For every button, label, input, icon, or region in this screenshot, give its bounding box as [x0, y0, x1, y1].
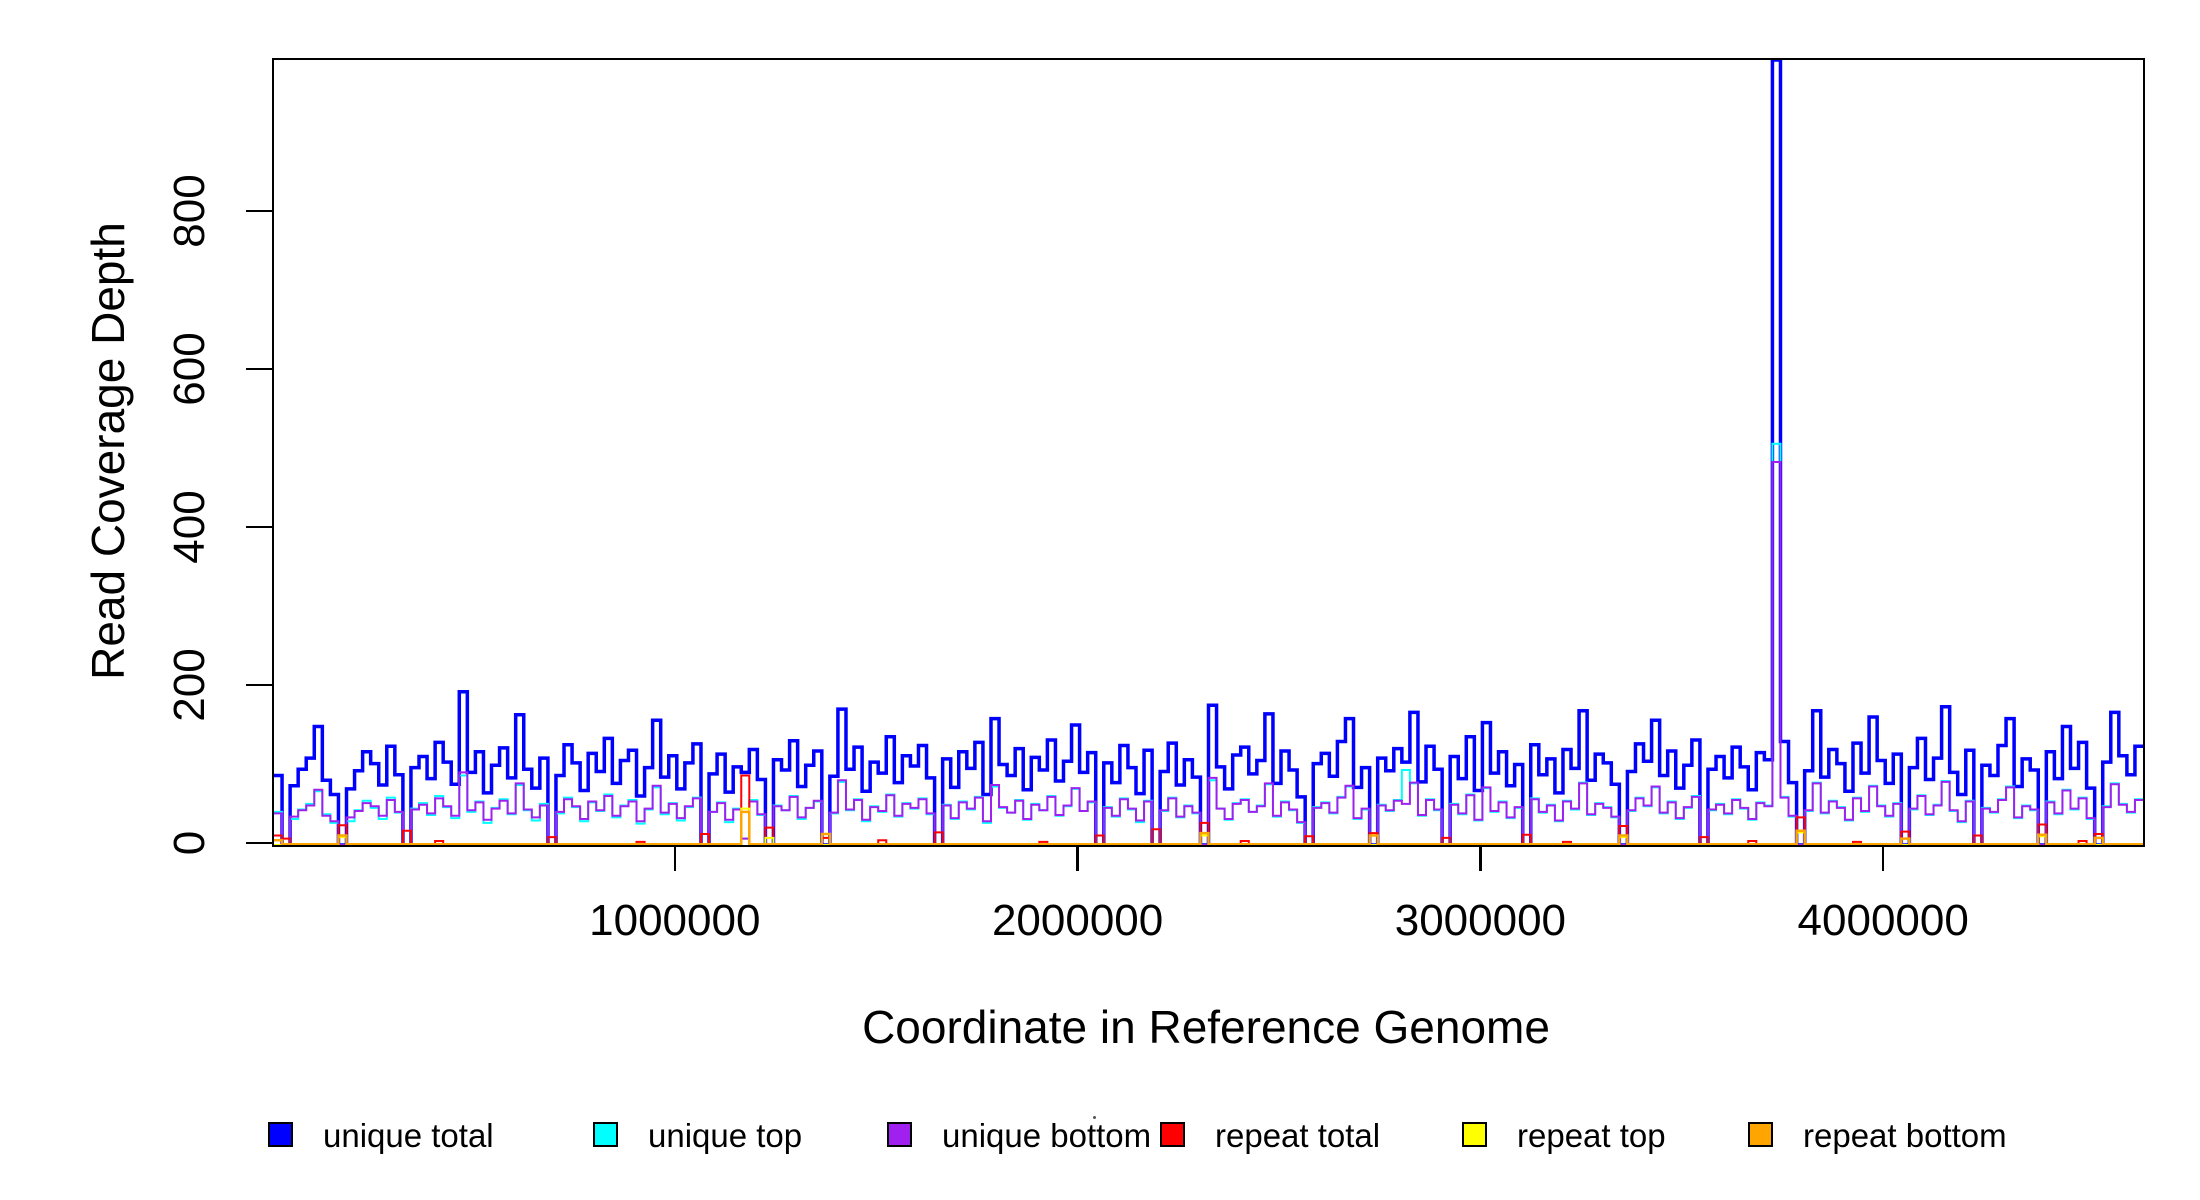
series-path-repeat-bottom [274, 810, 2143, 845]
legend-swatch-repeat-bottom [1748, 1122, 1773, 1147]
legend-label-unique-bottom: unique bottom [942, 1117, 1152, 1154]
plot-area [272, 58, 2145, 847]
x-axis-tick-label: 3000000 [1394, 896, 1567, 945]
coverage-chart-svg [274, 60, 2143, 845]
y-axis-tick [246, 209, 272, 213]
x-axis-tick-label: 4000000 [1797, 896, 1969, 945]
series-path-unique-total [274, 60, 2143, 845]
legend-swatch-repeat-top [1462, 1122, 1487, 1147]
y-axis-tick-label: 800 [165, 174, 214, 248]
stray-dot-artifact [1093, 1116, 1096, 1119]
x-axis-tick [1076, 845, 1079, 871]
legend-label-unique-top: unique top [648, 1117, 803, 1154]
legend-label-repeat-bottom: repeat bottom [1803, 1117, 2007, 1154]
legend-swatch-unique-total [268, 1122, 293, 1147]
y-axis-tick [246, 841, 272, 845]
legend-swatch-unique-top [593, 1122, 618, 1147]
x-axis-tick-label: 1000000 [589, 896, 761, 945]
y-axis-title: Read Coverage Depth [82, 222, 134, 680]
x-axis-tick [1479, 845, 1482, 871]
legend-label-repeat-top: repeat top [1517, 1117, 1666, 1154]
legend-swatch-repeat-total [1160, 1122, 1185, 1147]
series-path-unique-bottom [274, 460, 2143, 845]
x-axis-tick [1881, 845, 1885, 871]
y-axis-tick [246, 525, 272, 529]
x-axis-tick [673, 845, 677, 871]
legend-label-unique-total: unique total [323, 1117, 494, 1154]
y-axis-tick [246, 683, 272, 687]
y-axis-tick [246, 367, 272, 371]
legend-label-repeat-total: repeat total [1215, 1117, 1381, 1154]
x-axis-title: Coordinate in Reference Genome [862, 1001, 1550, 1053]
legend-swatch-unique-bottom [887, 1122, 912, 1147]
x-axis-tick-label: 2000000 [991, 896, 1164, 945]
